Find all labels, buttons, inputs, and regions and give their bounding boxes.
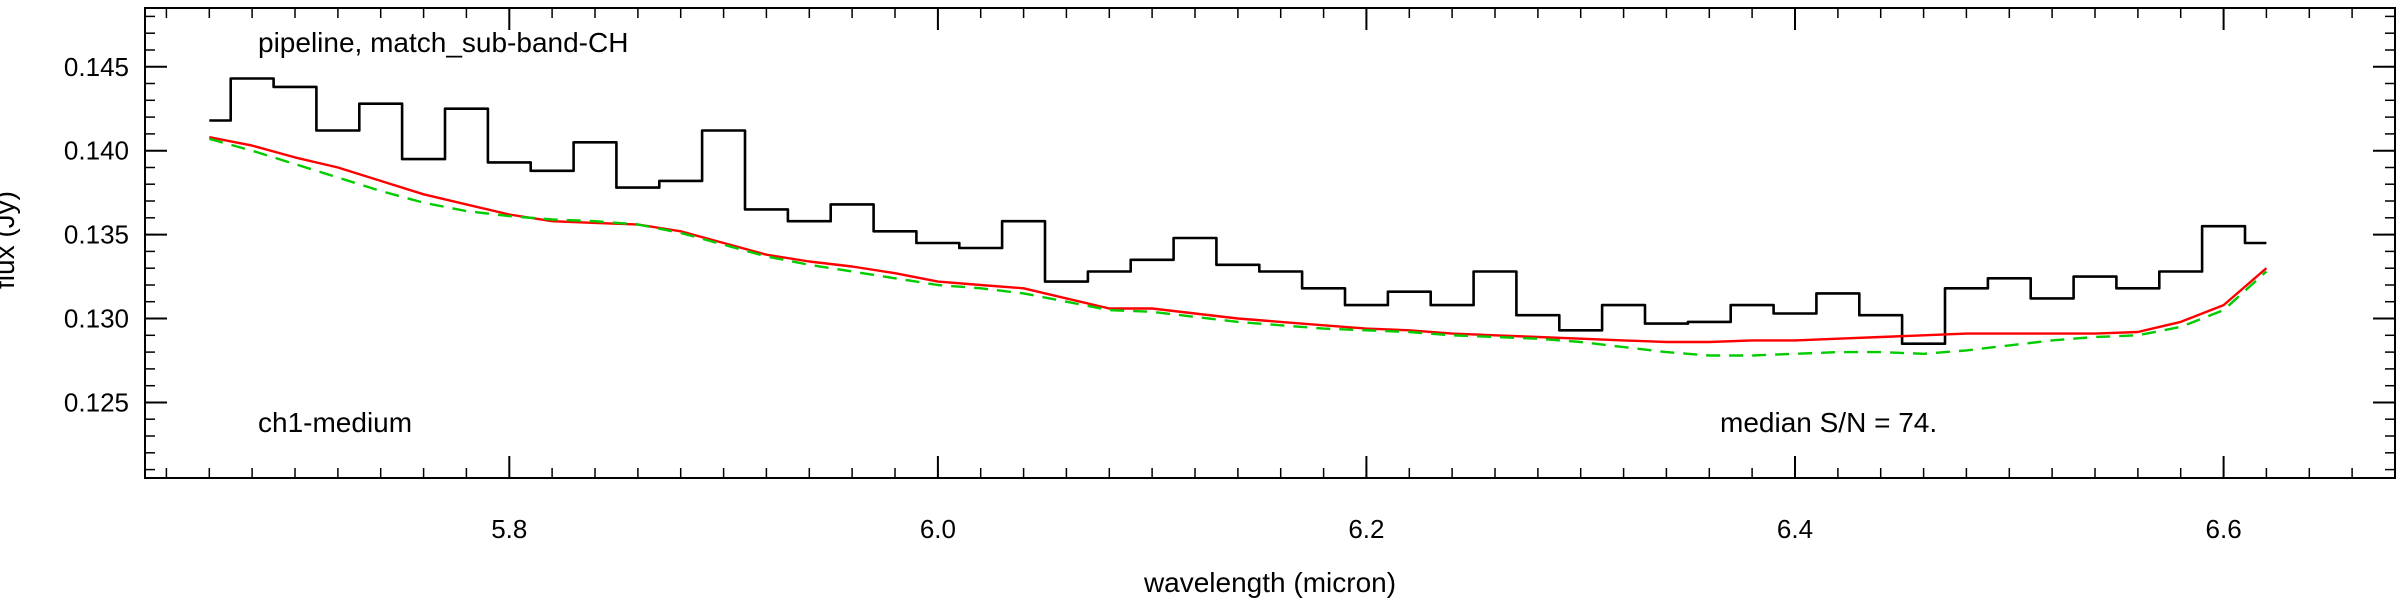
x-tick-label: 6.0 — [920, 514, 956, 544]
x-axis-title: wavelength (micron) — [1143, 567, 1396, 598]
annotation-channel: ch1-medium — [258, 407, 412, 438]
axis-layer: 5.8 6.0 6.2 6.4 6.6 0.125 0.130 0.135 0.140 0.145 — [64, 7, 2396, 544]
series-line-2 — [209, 136, 2268, 344]
annotation-pipeline: pipeline, match_sub-band-CH — [258, 27, 628, 58]
annotation-median-sn: median S/N = 74. — [1720, 407, 1937, 438]
x-tick-label: 5.8 — [491, 514, 527, 544]
plot-layer — [208, 77, 2268, 357]
y-tick-label: 0.125 — [64, 388, 129, 418]
x-tick-label: 6.6 — [2206, 514, 2242, 544]
y-tick-label: 0.130 — [64, 304, 129, 334]
y-tick-label: 0.135 — [64, 220, 129, 250]
x-tick-label: 6.2 — [1348, 514, 1384, 544]
y-tick-label: 0.140 — [64, 136, 129, 166]
y-tick-label: 0.145 — [64, 52, 129, 82]
x-tick-label: 6.4 — [1777, 514, 1813, 544]
series-line-1 — [209, 77, 2267, 345]
series-line-3 — [208, 137, 2268, 357]
series-group — [208, 77, 2268, 357]
plot-frame — [144, 7, 2396, 479]
y-axis-title: flux (Jy) — [0, 191, 20, 289]
